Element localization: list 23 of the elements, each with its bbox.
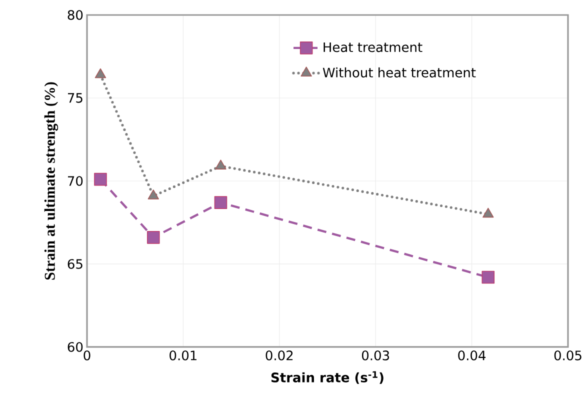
point xyxy=(214,196,228,209)
x-tick-label: 0.05 xyxy=(554,350,582,360)
y-tick-label: 80 xyxy=(68,10,83,20)
y-tick-label: 65 xyxy=(68,259,82,269)
point xyxy=(482,270,495,284)
y-tick-label: 70 xyxy=(68,176,83,186)
point xyxy=(482,208,494,218)
y-axis-title: Strain at ultimate strength (%) xyxy=(44,82,58,280)
point xyxy=(146,231,160,244)
point xyxy=(94,68,106,78)
point xyxy=(94,172,107,186)
x-tick-label: 0.04 xyxy=(458,350,486,360)
point xyxy=(215,160,226,170)
x-tick-label: 0.01 xyxy=(170,350,196,360)
x-tick-label: 0.03 xyxy=(362,350,390,360)
point xyxy=(148,190,159,200)
x-tick-label: 0.02 xyxy=(266,350,293,360)
x-axis-title: Strain rate (s$^{-1}$) xyxy=(271,371,384,384)
y-tick-label: 75 xyxy=(68,93,82,103)
legend-label: Heat treatment xyxy=(324,42,422,52)
x-tick-label: 0 xyxy=(84,350,90,360)
y-tick-label: 60 xyxy=(68,342,83,352)
legend-label: Without heat treatment xyxy=(322,67,476,78)
